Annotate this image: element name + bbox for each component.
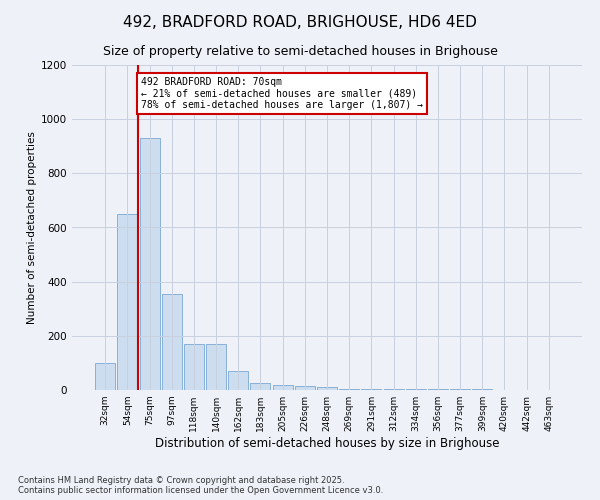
- Text: Contains HM Land Registry data © Crown copyright and database right 2025.
Contai: Contains HM Land Registry data © Crown c…: [18, 476, 383, 495]
- Bar: [228, 371, 248, 390]
- Bar: [406, 389, 426, 390]
- Text: 492 BRADFORD ROAD: 70sqm
← 21% of semi-detached houses are smaller (489)
78% of : 492 BRADFORD ROAD: 70sqm ← 21% of semi-d…: [140, 77, 422, 110]
- Bar: [295, 386, 315, 390]
- Bar: [140, 138, 160, 390]
- Bar: [206, 344, 226, 390]
- Text: Size of property relative to semi-detached houses in Brighouse: Size of property relative to semi-detach…: [103, 45, 497, 58]
- Bar: [95, 363, 115, 390]
- Bar: [317, 388, 337, 390]
- Y-axis label: Number of semi-detached properties: Number of semi-detached properties: [27, 131, 37, 324]
- Bar: [361, 389, 382, 390]
- Bar: [339, 388, 359, 390]
- Bar: [184, 344, 204, 390]
- Text: 492, BRADFORD ROAD, BRIGHOUSE, HD6 4ED: 492, BRADFORD ROAD, BRIGHOUSE, HD6 4ED: [123, 15, 477, 30]
- Bar: [162, 294, 182, 390]
- Bar: [383, 389, 404, 390]
- Bar: [250, 383, 271, 390]
- Bar: [118, 214, 137, 390]
- X-axis label: Distribution of semi-detached houses by size in Brighouse: Distribution of semi-detached houses by …: [155, 437, 499, 450]
- Bar: [272, 384, 293, 390]
